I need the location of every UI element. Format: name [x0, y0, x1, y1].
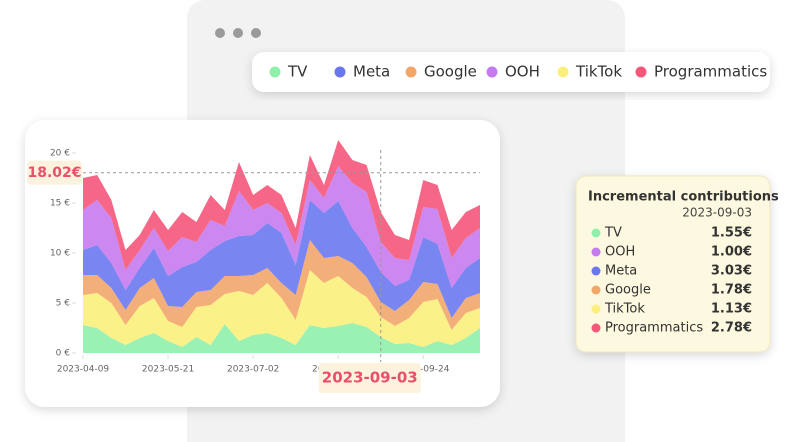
window-dot: [233, 28, 243, 38]
legend-label: TikTok: [575, 63, 622, 81]
tooltip-name: Meta: [605, 264, 637, 279]
legend-dot: [557, 66, 569, 78]
tooltip-value: 1.13€: [711, 302, 752, 317]
x-tick-label: 2023-09-24: [397, 365, 450, 375]
tooltip-dot: [591, 304, 601, 314]
y-tick-label: 15 €: [50, 199, 70, 209]
tooltip-dot: [591, 228, 601, 238]
overlay: 18.02€ 2023-09-03: [27, 150, 480, 393]
tooltip-name: TV: [604, 226, 622, 241]
area: [83, 270, 480, 347]
x-tick-label: 2023-04-09: [57, 365, 110, 375]
tooltip-name: Programmatics: [605, 321, 703, 336]
window-dot: [251, 28, 261, 38]
tooltip-dot: [591, 247, 601, 257]
date-badge: [318, 363, 421, 393]
tooltip-value: 1.78€: [711, 283, 752, 298]
tooltip-dot: [591, 285, 601, 295]
legend-box: [252, 52, 770, 92]
tooltip-value: 3.03€: [711, 264, 752, 279]
legend-label: Meta: [353, 63, 390, 81]
legend-label: OOH: [505, 63, 540, 81]
x-tick-label: 2023-05-21: [142, 365, 194, 375]
tooltip-dot: [591, 323, 601, 333]
tooltip-name: Google: [605, 283, 651, 298]
tooltip-date: 2023-09-03: [682, 206, 752, 220]
tooltip-value: 1.00€: [711, 245, 752, 260]
area: [83, 140, 480, 270]
y-tick-label: 20 €: [50, 149, 70, 159]
legend-label: Google: [424, 63, 477, 81]
hover-date: 2023-09-03: [322, 369, 418, 387]
tooltip-title: Incremental contributions: [588, 190, 779, 205]
y-tick-label: 10 €: [50, 249, 70, 259]
tooltip-name: OOH: [605, 245, 635, 260]
legend-dot: [405, 66, 417, 78]
legend: TV Meta Google OOH TikTok Programmatics: [269, 63, 767, 81]
tooltip-dot: [591, 266, 601, 276]
window-dot: [215, 28, 225, 38]
y-tick-label: 5 €: [56, 299, 71, 309]
legend-dot: [334, 66, 346, 78]
legend-dot: [486, 66, 498, 78]
legend-dot: [635, 66, 647, 78]
x-tick-label: 2023-07-02: [227, 365, 279, 375]
tooltip-card: [575, 175, 771, 353]
tooltip-rows: TV 1.55€ OOH 1.00€ Meta 3.03€ Google 1.78€ TikTo…: [591, 226, 752, 336]
legend-label: Programmatics: [654, 63, 767, 81]
y-tick-label: 0 €: [56, 349, 71, 359]
legend-dot: [269, 66, 281, 78]
legend-label: TV: [287, 63, 308, 81]
value-badge: [27, 160, 82, 185]
hover-value: 18.02€: [27, 165, 81, 181]
tooltip-value: 1.55€: [711, 226, 752, 241]
tooltip-value: 2.78€: [711, 321, 752, 336]
tooltip-name: TikTok: [604, 302, 645, 317]
